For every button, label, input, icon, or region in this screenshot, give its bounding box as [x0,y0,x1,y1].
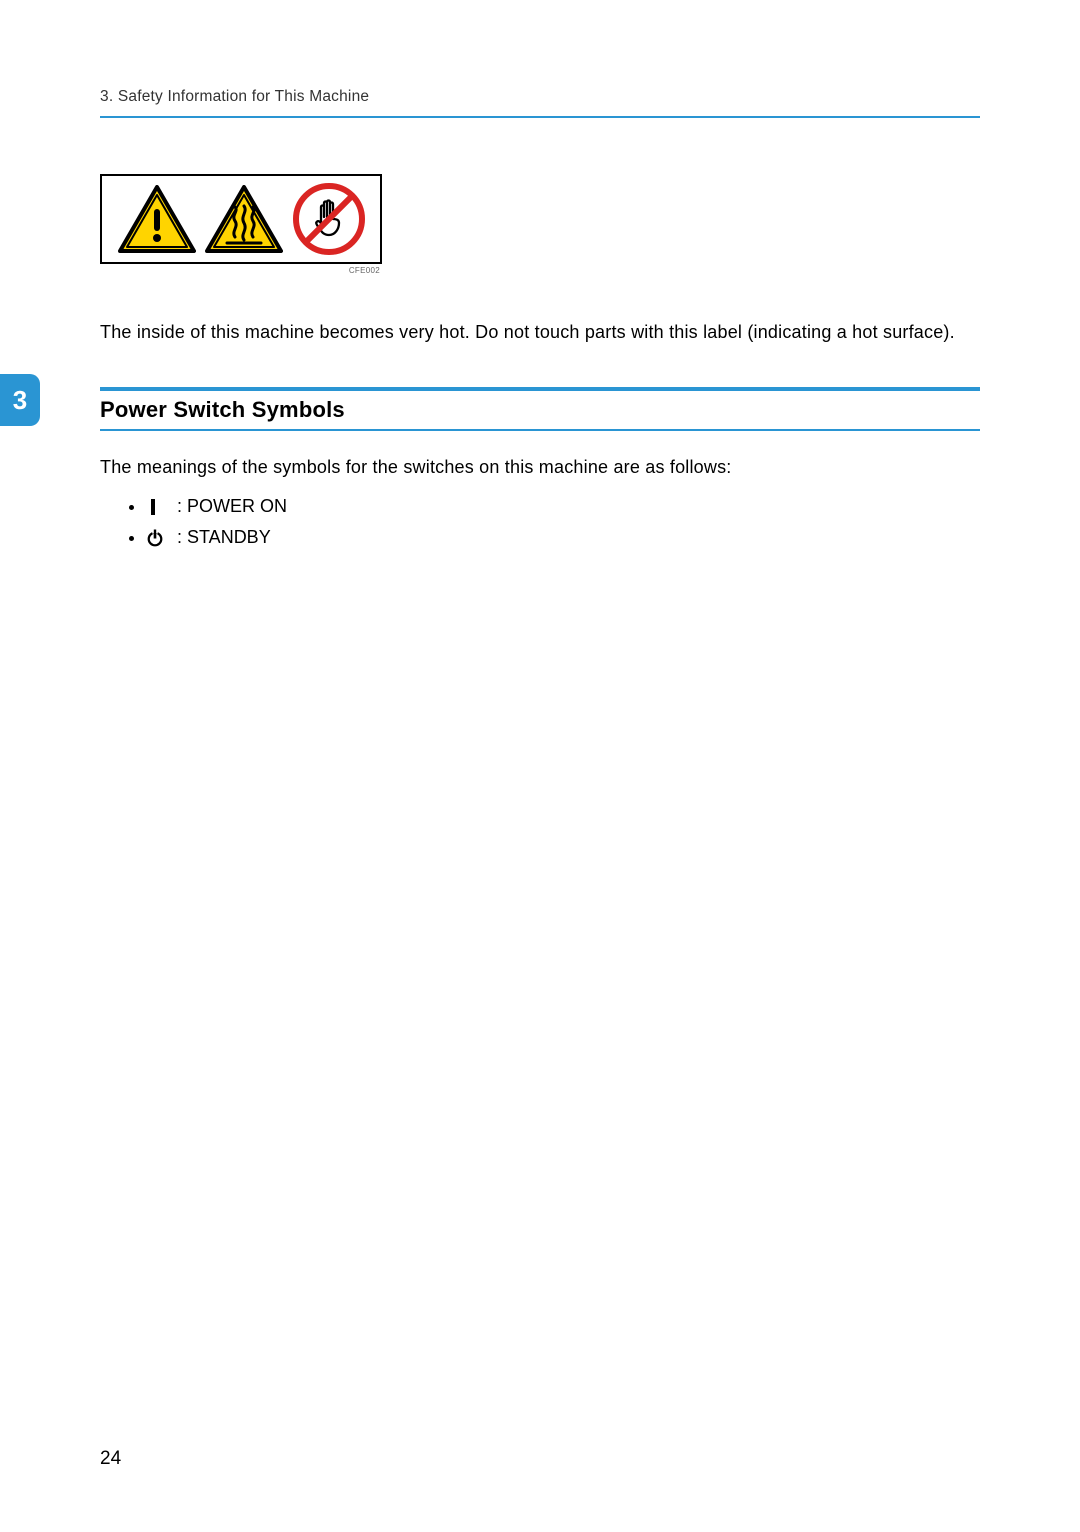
warning-hot-surface-icon [205,185,283,253]
page-number: 24 [100,1448,121,1470]
section-rule-top [100,387,980,391]
symbol-list: : POWER ON : STANDBY [100,496,980,548]
section-intro: The meanings of the symbols for the swit… [100,457,980,478]
list-item: : POWER ON [146,496,980,517]
safety-label-figure: CFE002 [100,174,382,275]
power-on-icon [146,498,172,516]
section-rule-bottom [100,429,980,431]
caution-text: The inside of this machine becomes very … [100,319,980,347]
chapter-header: 3. Safety Information for This Machine [100,88,980,106]
figure-code: CFE002 [100,264,382,275]
standby-icon [146,529,172,547]
list-item-label: : STANDBY [177,527,271,547]
section-title: Power Switch Symbols [100,397,980,423]
page: 3. Safety Information for This Machine 3 [0,0,1080,1532]
warning-exclamation-icon [118,185,196,253]
header-rule [100,116,980,118]
safety-label-box [100,174,382,264]
list-item-label: : POWER ON [177,496,287,516]
chapter-tab: 3 [0,374,40,426]
chapter-number: 3 [13,385,27,416]
no-touch-icon [293,183,365,255]
list-item: : STANDBY [146,527,980,548]
